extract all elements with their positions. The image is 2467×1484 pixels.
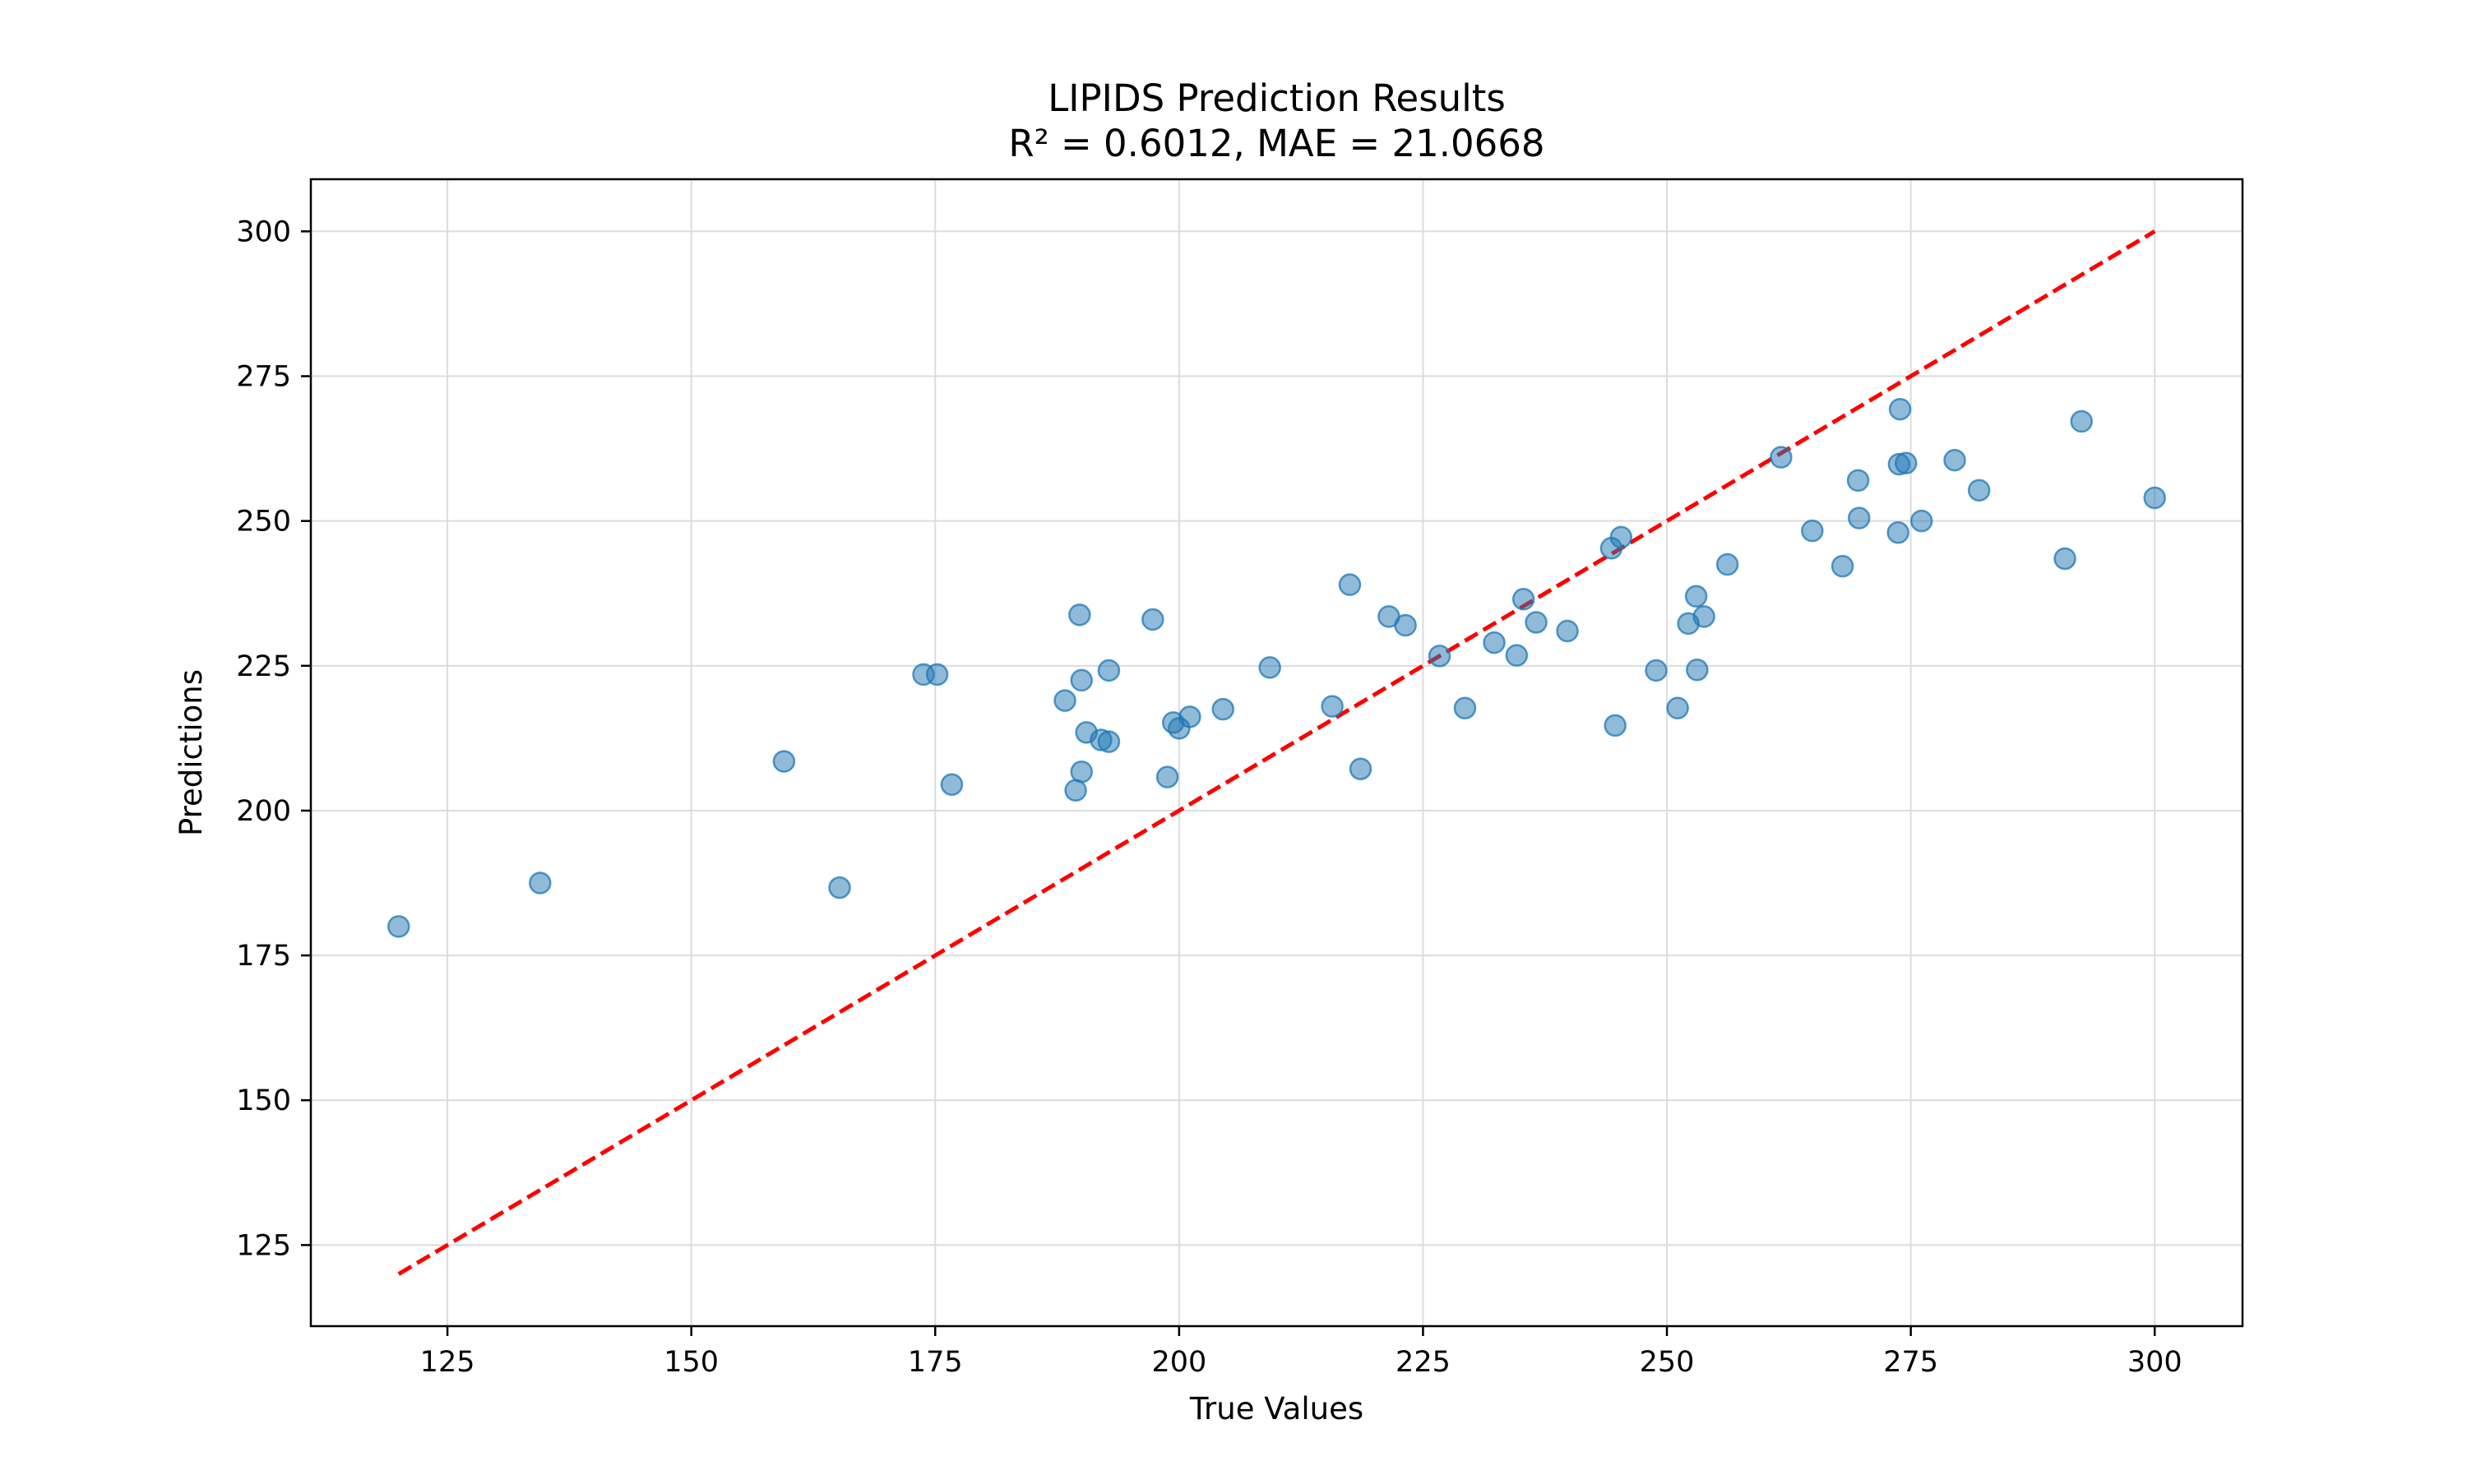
scatter-point [1886, 521, 1909, 544]
x-tick-label: 150 [664, 1346, 719, 1379]
scatter-point [1645, 659, 1668, 682]
scatter-point [1684, 585, 1708, 608]
scatter-point [1483, 631, 1506, 654]
scatter-point [1338, 573, 1362, 596]
scatter-point [1943, 448, 1966, 472]
x-tick-label: 200 [1151, 1346, 1206, 1379]
scatter-point [1064, 779, 1087, 802]
scatter-point [1097, 730, 1121, 753]
scatter-point [1666, 696, 1689, 719]
scatter-point [1053, 689, 1076, 712]
plot-frame [309, 178, 2244, 1328]
scatter-point [1258, 656, 1281, 679]
scatter-point [1349, 757, 1372, 780]
x-tick-label: 125 [420, 1346, 475, 1379]
scatter-point [529, 871, 552, 895]
scatter-point [1068, 603, 1091, 626]
scatter-point [1801, 519, 1824, 543]
scatter-point [1967, 478, 1991, 502]
y-tick-label: 225 [236, 650, 291, 683]
scatter-point [1211, 697, 1234, 721]
scatter-point [1097, 659, 1121, 682]
y-tick-label: 175 [236, 940, 291, 973]
scatter-point [1141, 608, 1164, 631]
scatter-point [1070, 668, 1093, 692]
y-tick-label: 125 [236, 1229, 291, 1262]
scatter-point [2070, 409, 2093, 433]
x-axis-label: True Values [1189, 1391, 1363, 1426]
x-tick-label: 250 [1640, 1346, 1695, 1379]
scatter-point [2143, 486, 2166, 510]
scatter-point [1909, 509, 1933, 533]
scatter-point [1556, 619, 1579, 643]
scatter-point [1770, 446, 1793, 469]
scatter-point [1453, 696, 1477, 719]
y-tick-label: 150 [236, 1084, 291, 1117]
y-axis-ticks: 125 150 175 200 225 250 275 300 [236, 215, 311, 1262]
scatter-points [387, 397, 2166, 938]
scatter-point [1511, 588, 1535, 611]
scatter-point [828, 876, 851, 899]
scatter-point [925, 663, 949, 687]
scatter-point [1609, 525, 1633, 549]
scatter-point [1846, 469, 1870, 492]
scatter-point [1888, 397, 1912, 421]
scatter-point [1604, 714, 1627, 737]
x-axis-ticks: 125 150 175 200 225 250 275 300 [420, 1326, 2182, 1379]
scatter-point [1321, 695, 1344, 718]
scatter-point [1894, 451, 1918, 474]
reference-line [397, 229, 2156, 1276]
scatter-point [1070, 760, 1093, 784]
scatter-point [387, 915, 410, 938]
x-tick-label: 225 [1395, 1346, 1451, 1379]
scatter-point [1848, 506, 1871, 529]
reference-line-layer [397, 229, 2156, 1276]
scatter-point [1686, 659, 1709, 682]
scatter-point [1715, 552, 1739, 576]
chart-subtitle: R² = 0.6012, MAE = 21.0668 [1008, 122, 1544, 165]
scatter-point [1155, 765, 1179, 788]
chart-title: LIPIDS Prediction Results [1048, 76, 1506, 120]
y-tick-label: 200 [236, 795, 291, 828]
x-tick-label: 300 [2127, 1346, 2182, 1379]
scatter-point [940, 773, 964, 796]
y-axis-label: Predictions [174, 669, 209, 836]
scatter-point [1692, 605, 1715, 628]
y-tick-label: 275 [236, 361, 291, 394]
x-tick-label: 275 [1883, 1346, 1938, 1379]
scatter-point [2053, 547, 2076, 571]
scatter-point [1831, 554, 1854, 578]
scatter-point [1505, 644, 1529, 667]
scatter-point [772, 750, 796, 773]
y-tick-label: 250 [236, 506, 291, 539]
x-tick-label: 175 [908, 1346, 963, 1379]
scatter-point [1525, 611, 1548, 634]
scatter-point [1428, 645, 1451, 668]
scatter-point [1394, 613, 1417, 637]
y-tick-label: 300 [236, 215, 291, 248]
scatter-point [1178, 705, 1201, 728]
